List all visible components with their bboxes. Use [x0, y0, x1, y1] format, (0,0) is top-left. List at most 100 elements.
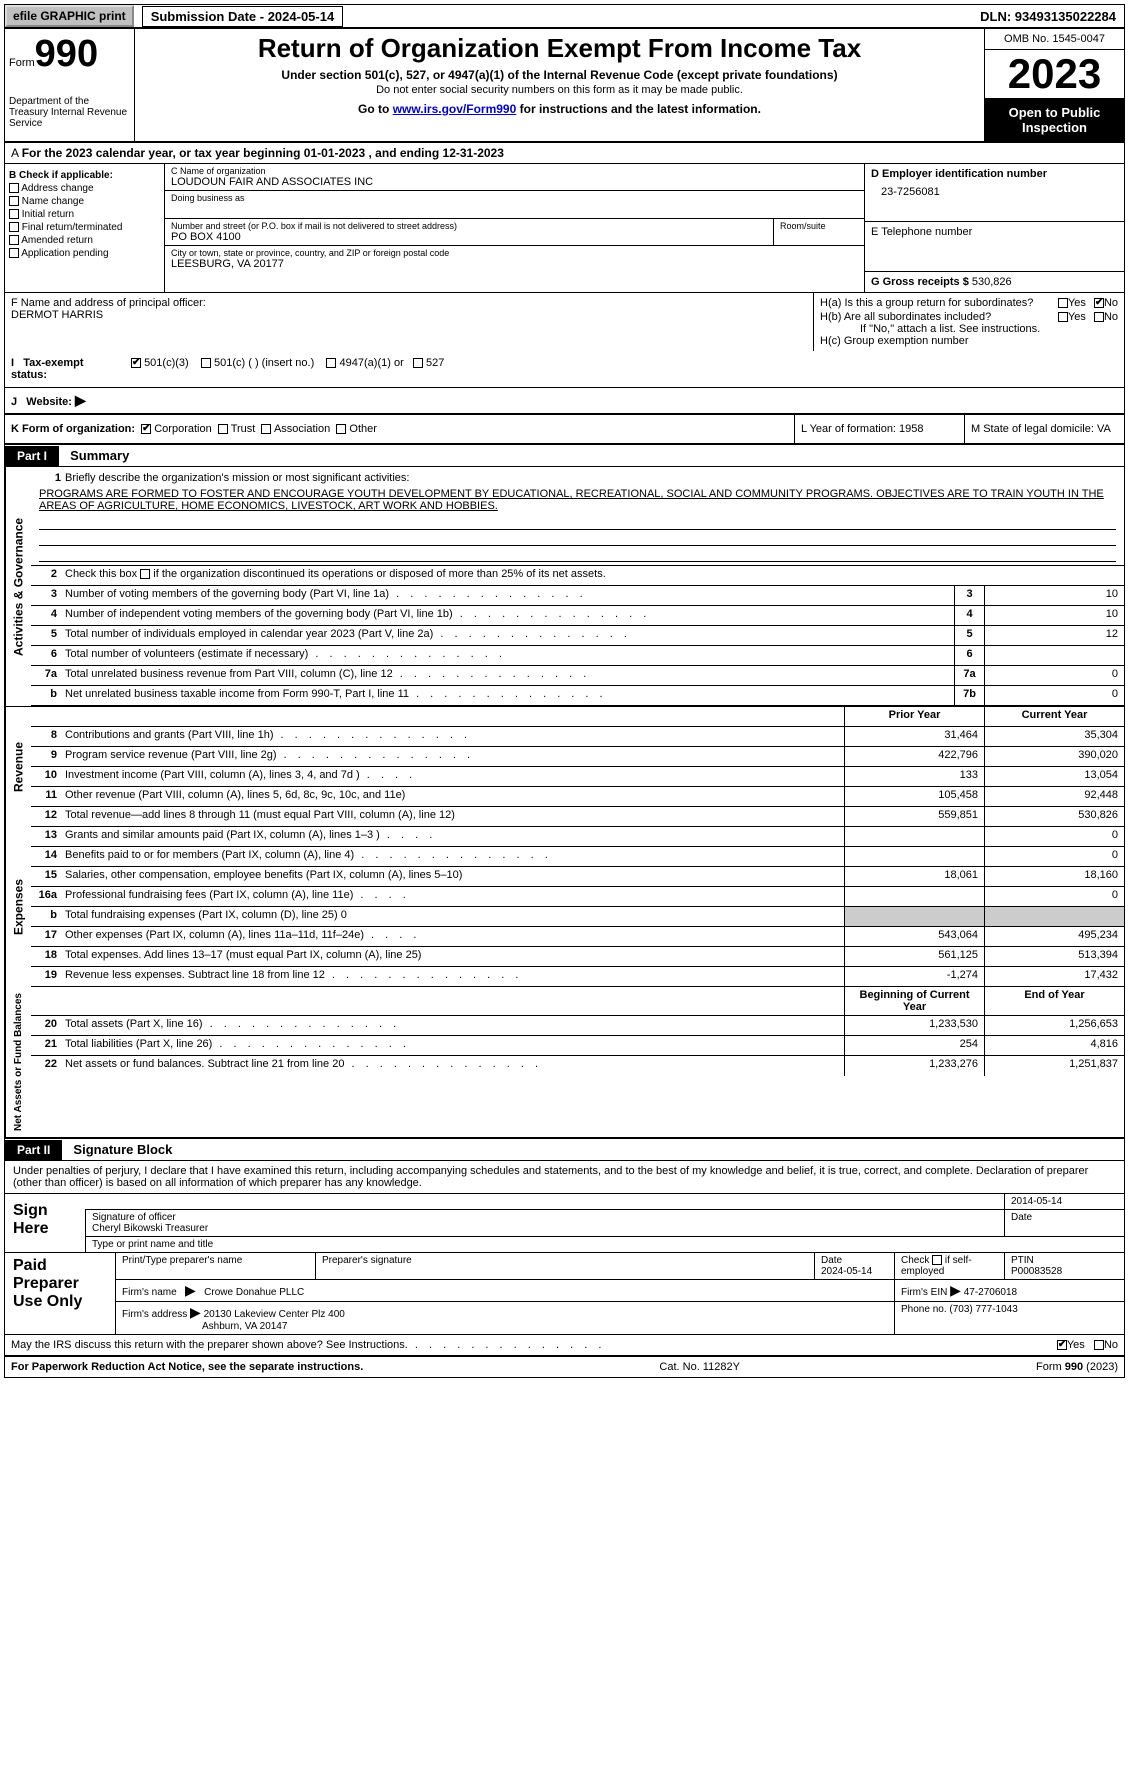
- paid-preparer-label: Paid Preparer Use Only: [5, 1253, 115, 1334]
- cb-501c[interactable]: [201, 358, 211, 368]
- ptin-label: PTIN: [1011, 1255, 1034, 1266]
- firm-name-label: Firm's name: [122, 1287, 177, 1298]
- box-k: K Form of organization: Corporation Trus…: [5, 415, 794, 443]
- phone-label2: Phone no.: [901, 1304, 947, 1315]
- cb-final-return[interactable]: Final return/terminated: [9, 222, 160, 233]
- box-b-header: B Check if applicable:: [9, 170, 160, 181]
- cb-name-change[interactable]: Name change: [9, 196, 160, 207]
- part2-badge: Part II: [5, 1140, 62, 1160]
- sign-here-label: Sign Here: [5, 1194, 85, 1252]
- part2-title: Signature Block: [65, 1139, 180, 1160]
- row-j: J Website: ▶: [5, 388, 1124, 414]
- paid-preparer-block: Paid Preparer Use Only Print/Type prepar…: [5, 1253, 1124, 1335]
- row-k-l-m: K Form of organization: Corporation Trus…: [5, 414, 1124, 445]
- department-text: Department of the Treasury Internal Reve…: [9, 96, 130, 129]
- prep-sig-hdr: Preparer's signature: [315, 1253, 814, 1279]
- line-a-calendar: A For the 2023 calendar year, or tax yea…: [5, 143, 1124, 164]
- form-header: Form990 Department of the Treasury Inter…: [5, 29, 1124, 143]
- header-right: OMB No. 1545-0047 2023 Open to Public In…: [984, 29, 1124, 141]
- cb-self-employed[interactable]: [932, 1255, 942, 1265]
- cat-no: Cat. No. 11282Y: [659, 1361, 740, 1373]
- hc-label: H(c) Group exemption number: [820, 335, 1118, 347]
- cb-app-pending[interactable]: Application pending: [9, 248, 160, 259]
- cb-initial-return[interactable]: Initial return: [9, 209, 160, 220]
- cb-address-change[interactable]: Address change: [9, 183, 160, 194]
- signature-declaration: Under penalties of perjury, I declare th…: [5, 1161, 1124, 1194]
- prep-date-hdr: Date: [821, 1255, 842, 1266]
- box-c: C Name of organization LOUDOUN FAIR AND …: [165, 164, 864, 292]
- street-value: PO BOX 4100: [171, 231, 767, 243]
- cb-527[interactable]: [413, 358, 423, 368]
- line19-desc: Revenue less expenses. Subtract line 18 …: [61, 967, 844, 986]
- cb-corp[interactable]: [141, 424, 151, 434]
- line7b-val: 0: [984, 686, 1124, 705]
- prior-year-hdr: Prior Year: [844, 707, 984, 726]
- vtab-revenue: Revenue: [5, 707, 31, 827]
- irs-link[interactable]: www.irs.gov/Form990: [393, 102, 517, 116]
- firm-ein-label: Firm's EIN: [901, 1287, 947, 1298]
- sig-date-label: Date: [1004, 1210, 1124, 1236]
- cb-501c3[interactable]: [131, 358, 141, 368]
- mission-blank3: [39, 546, 1116, 562]
- line4-desc: Number of independent voting members of …: [61, 606, 954, 625]
- hb-label: H(b) Are all subordinates included?: [820, 311, 1058, 323]
- topbar: efile GRAPHIC print Submission Date - 20…: [5, 5, 1124, 29]
- efile-print-button[interactable]: efile GRAPHIC print: [5, 5, 134, 27]
- city-label: City or town, state or province, country…: [171, 248, 858, 258]
- form-subtitle: Under section 501(c), 527, or 4947(a)(1)…: [143, 68, 976, 82]
- ag-body: 1Briefly describe the organization's mis…: [31, 467, 1124, 706]
- discuss-yes-cb[interactable]: [1057, 1340, 1067, 1350]
- boxes-b-c-d: B Check if applicable: Address change Na…: [5, 164, 1124, 293]
- cb-4947[interactable]: [326, 358, 336, 368]
- pra-notice: For Paperwork Reduction Act Notice, see …: [11, 1361, 363, 1373]
- form-number: 990: [35, 33, 98, 75]
- cb-other[interactable]: [336, 424, 346, 434]
- part1-title: Summary: [62, 445, 137, 466]
- line16a-desc: Professional fundraising fees (Part IX, …: [61, 887, 844, 906]
- line3-desc: Number of voting members of the governin…: [61, 586, 954, 605]
- hb-note: If "No," attach a list. See instructions…: [860, 323, 1118, 335]
- line2-cb[interactable]: [140, 569, 150, 579]
- cb-trust[interactable]: [218, 424, 228, 434]
- cb-amended[interactable]: Amended return: [9, 235, 160, 246]
- room-label: Room/suite: [780, 221, 858, 231]
- tax-year: 2023: [985, 50, 1124, 99]
- form-link-row: Go to www.irs.gov/Form990 for instructio…: [143, 102, 976, 116]
- mission-blank2: [39, 530, 1116, 546]
- line8-desc: Contributions and grants (Part VIII, lin…: [61, 727, 844, 746]
- row-f-h: F Name and address of principal officer:…: [5, 293, 1124, 351]
- discuss-no-cb[interactable]: [1094, 1340, 1104, 1350]
- prep-self-emp: Check if self-employed: [894, 1253, 1004, 1279]
- sig-officer-label: Signature of officer: [92, 1212, 998, 1223]
- header-left: Form990 Department of the Treasury Inter…: [5, 29, 135, 141]
- sign-here-block: Sign Here 2014-05-14 Signature of office…: [5, 1194, 1124, 1253]
- form-title: Return of Organization Exempt From Incom…: [143, 33, 976, 64]
- firm-addr-label: Firm's address: [122, 1309, 187, 1320]
- officer-name: DERMOT HARRIS: [11, 309, 807, 321]
- ha-no-cb[interactable]: [1094, 298, 1104, 308]
- prep-name-hdr: Print/Type preparer's name: [115, 1253, 315, 1279]
- hb-yes-cb[interactable]: [1058, 312, 1068, 322]
- vtab-net-assets: Net Assets or Fund Balances: [5, 987, 31, 1137]
- line22-desc: Net assets or fund balances. Subtract li…: [61, 1056, 844, 1076]
- hb-no-cb[interactable]: [1094, 312, 1104, 322]
- ein-label: D Employer identification number: [871, 168, 1118, 180]
- line7a-desc: Total unrelated business revenue from Pa…: [61, 666, 954, 685]
- mission-blank1: [39, 514, 1116, 530]
- ha-label: H(a) Is this a group return for subordin…: [820, 297, 1058, 309]
- i-label: I Tax-exempt status:: [5, 351, 125, 387]
- cb-assoc[interactable]: [261, 424, 271, 434]
- gross-label: G Gross receipts $: [871, 276, 969, 288]
- ha-yes-cb[interactable]: [1058, 298, 1068, 308]
- firm-name: Crowe Donahue PLLC: [204, 1287, 304, 1298]
- ein-value: 23-7256081: [881, 186, 1118, 198]
- dln-number: DLN: 93493135022284: [972, 7, 1124, 26]
- line16b-desc: Total fundraising expenses (Part IX, col…: [61, 907, 844, 926]
- form-990-page: efile GRAPHIC print Submission Date - 20…: [4, 4, 1125, 1378]
- k-label: K Form of organization:: [11, 423, 135, 435]
- omb-number: OMB No. 1545-0047: [985, 29, 1124, 50]
- eoy-hdr: End of Year: [984, 987, 1124, 1015]
- form-note: Do not enter social security numbers on …: [143, 84, 976, 96]
- line6-val: [984, 646, 1124, 665]
- phone-value: (703) 777-1043: [949, 1304, 1017, 1315]
